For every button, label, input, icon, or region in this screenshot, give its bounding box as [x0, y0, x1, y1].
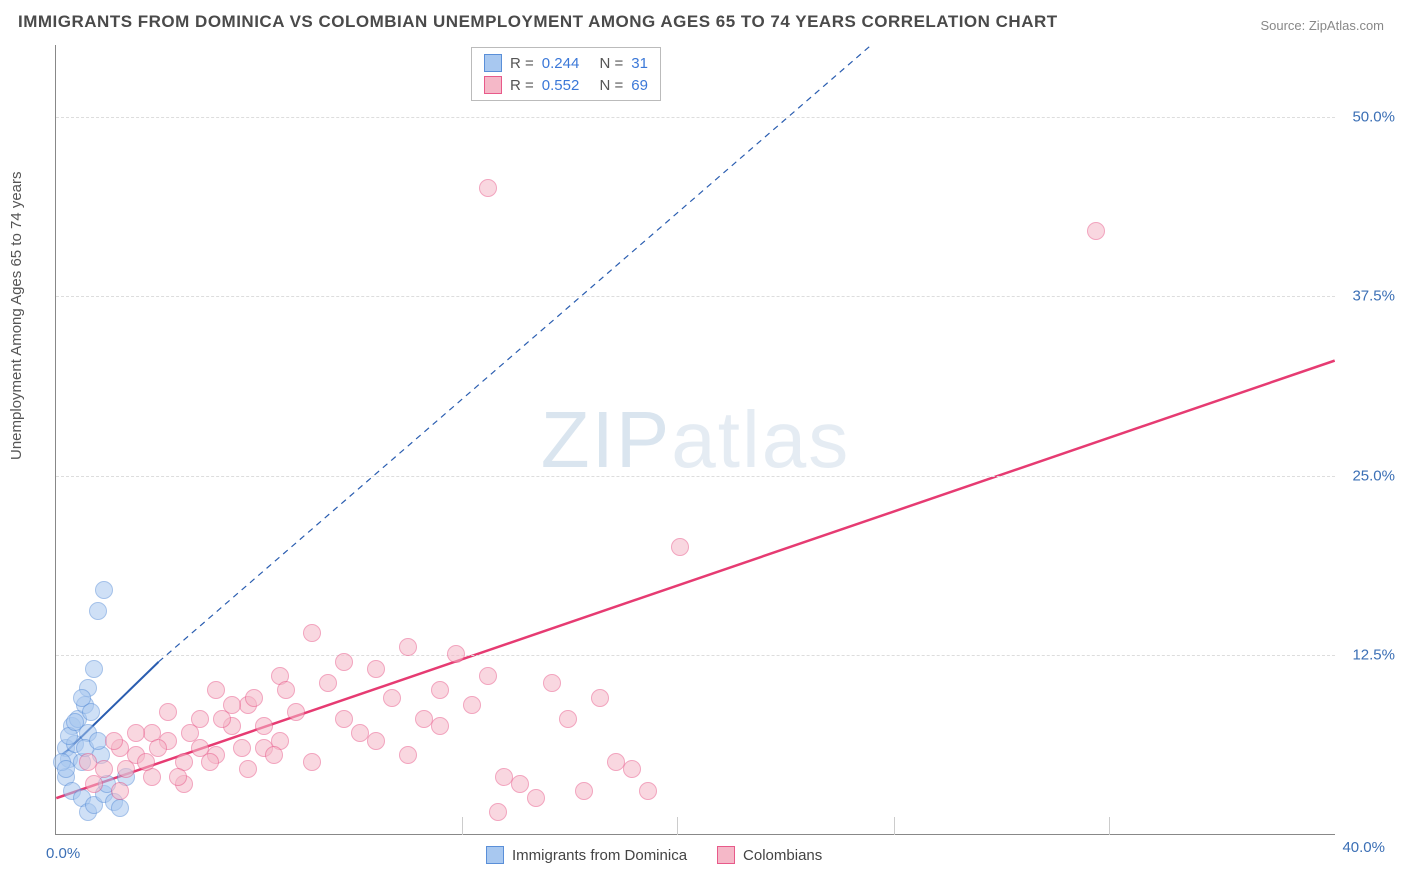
y-axis-label: Unemployment Among Ages 65 to 74 years	[8, 171, 25, 460]
data-point	[213, 710, 231, 728]
data-point	[82, 703, 100, 721]
x-tick-label-min: 0.0%	[46, 845, 80, 862]
data-point	[255, 717, 273, 735]
swatch-colombians	[717, 846, 735, 864]
legend-row-dominica: R = 0.244 N = 31	[484, 52, 648, 74]
legend-item-colombians: Colombians	[717, 846, 822, 864]
data-point	[137, 753, 155, 771]
data-point	[233, 739, 251, 757]
data-point	[85, 775, 103, 793]
data-point	[127, 724, 145, 742]
watermark: ZIPatlas	[541, 394, 850, 486]
data-point	[1087, 222, 1105, 240]
scatter-chart: ZIPatlas R = 0.244 N = 31 R = 0.552 N = …	[55, 45, 1335, 835]
gridline-h	[56, 296, 1335, 297]
trend-lines	[56, 45, 1335, 834]
data-point	[543, 674, 561, 692]
n-label: N =	[599, 55, 623, 72]
data-point	[245, 689, 263, 707]
gridline-h	[56, 476, 1335, 477]
data-point	[479, 667, 497, 685]
data-point	[447, 645, 465, 663]
data-point	[367, 660, 385, 678]
data-point	[431, 681, 449, 699]
data-point	[479, 179, 497, 197]
data-point	[383, 689, 401, 707]
data-point	[207, 681, 225, 699]
data-point	[559, 710, 577, 728]
y-tick-label: 12.5%	[1352, 647, 1395, 664]
data-point	[89, 602, 107, 620]
data-point	[85, 660, 103, 678]
data-point	[511, 775, 529, 793]
data-point	[111, 799, 129, 817]
data-point	[303, 753, 321, 771]
n-label: N =	[599, 77, 623, 94]
data-point	[399, 746, 417, 764]
chart-title: IMMIGRANTS FROM DOMINICA VS COLOMBIAN UN…	[18, 12, 1058, 32]
r-label: R =	[510, 55, 534, 72]
data-point	[399, 638, 417, 656]
swatch-dominica	[486, 846, 504, 864]
data-point	[111, 782, 129, 800]
data-point	[181, 724, 199, 742]
n-value[interactable]: 31	[631, 55, 648, 72]
x-minor-tick	[462, 817, 463, 835]
x-minor-tick	[677, 817, 678, 835]
y-tick-label: 25.0%	[1352, 467, 1395, 484]
data-point	[66, 713, 84, 731]
data-point	[575, 782, 593, 800]
data-point	[489, 803, 507, 821]
series-legend: Immigrants from Dominica Colombians	[486, 846, 822, 864]
data-point	[335, 653, 353, 671]
y-tick-label: 37.5%	[1352, 288, 1395, 305]
data-point	[431, 717, 449, 735]
legend-label: Colombians	[743, 847, 822, 864]
x-minor-tick	[1109, 817, 1110, 835]
data-point	[463, 696, 481, 714]
data-point	[287, 703, 305, 721]
data-point	[105, 732, 123, 750]
data-point	[159, 703, 177, 721]
data-point	[149, 739, 167, 757]
data-point	[319, 674, 337, 692]
data-point	[265, 746, 283, 764]
data-point	[591, 689, 609, 707]
gridline-h	[56, 117, 1335, 118]
data-point	[277, 681, 295, 699]
data-point	[623, 760, 641, 778]
data-point	[169, 768, 187, 786]
data-point	[57, 760, 75, 778]
data-point	[117, 760, 135, 778]
watermark-thin: atlas	[671, 395, 850, 484]
legend-item-dominica: Immigrants from Dominica	[486, 846, 687, 864]
x-tick-label-max: 40.0%	[1342, 839, 1385, 856]
data-point	[239, 760, 257, 778]
legend-label: Immigrants from Dominica	[512, 847, 687, 864]
r-label: R =	[510, 77, 534, 94]
correlation-legend: R = 0.244 N = 31 R = 0.552 N = 69	[471, 47, 661, 101]
data-point	[95, 581, 113, 599]
y-tick-label: 50.0%	[1352, 108, 1395, 125]
data-point	[335, 710, 353, 728]
data-point	[671, 538, 689, 556]
watermark-bold: ZIP	[541, 395, 671, 484]
legend-row-colombians: R = 0.552 N = 69	[484, 74, 648, 96]
data-point	[527, 789, 545, 807]
source-attribution: Source: ZipAtlas.com	[1260, 18, 1384, 33]
swatch-colombians	[484, 76, 502, 94]
x-minor-tick	[894, 817, 895, 835]
data-point	[367, 732, 385, 750]
data-point	[201, 753, 219, 771]
data-point	[303, 624, 321, 642]
data-point	[639, 782, 657, 800]
swatch-dominica	[484, 54, 502, 72]
r-value[interactable]: 0.244	[542, 55, 580, 72]
gridline-h	[56, 655, 1335, 656]
n-value[interactable]: 69	[631, 77, 648, 94]
r-value[interactable]: 0.552	[542, 77, 580, 94]
